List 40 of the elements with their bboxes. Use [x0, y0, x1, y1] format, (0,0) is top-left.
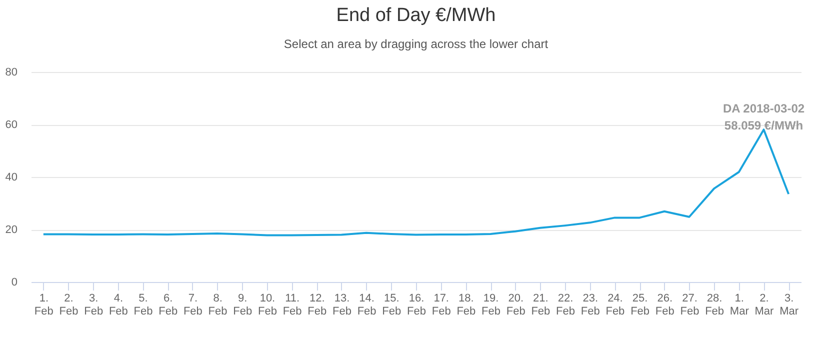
line-series — [42, 128, 790, 236]
x-tick-label: 14. Feb — [357, 292, 376, 318]
x-tick-label: 10. Feb — [258, 292, 277, 318]
x-tick-label: 5. Feb — [134, 292, 153, 318]
x-tick-label: 4. Feb — [108, 292, 128, 318]
y-tick-label: 0 — [11, 276, 18, 288]
x-tick-label: 28. Feb — [705, 292, 724, 318]
x-tick-label: 15. Feb — [382, 292, 402, 318]
x-tick-label: 2. Mar — [754, 292, 774, 318]
y-tick-label: 20 — [5, 224, 18, 236]
x-tick-label: 13. Feb — [332, 292, 352, 318]
x-tick-label: 9. Feb — [233, 292, 252, 318]
x-tick-label: 21. Feb — [531, 292, 550, 318]
x-tick-label: 11. Feb — [282, 292, 302, 318]
chart-subtitle: Select an area by dragging across the lower chart — [284, 37, 549, 51]
chart-title: End of Day €/MWh — [336, 5, 496, 26]
x-tick-label: 1. Mar — [730, 292, 750, 318]
x-tick-label: 20. Feb — [506, 292, 526, 318]
x-tick-label: 8. Feb — [208, 292, 228, 318]
x-tick-label: 24. Feb — [606, 292, 625, 318]
x-tick-label: 22. Feb — [556, 292, 576, 318]
x-tick-label: 16. Feb — [407, 292, 426, 318]
x-tick-label: 17. Feb — [432, 292, 451, 318]
x-tick-label: 1. Feb — [34, 292, 54, 318]
x-tick-label: 27. Feb — [680, 292, 700, 318]
x-tick-label: 26. Feb — [655, 292, 674, 318]
annotation: DA 2018-03-02 58.059 €/MWh — [722, 102, 805, 133]
x-tick-label: 3. Mar — [780, 292, 799, 318]
x-tick-label: 12. Feb — [308, 292, 327, 318]
x-tick-label: 3. Feb — [84, 292, 104, 318]
x-tick-label: 7. Feb — [183, 292, 202, 318]
x-tick-label: 23. Feb — [580, 292, 600, 318]
y-tick-label: 40 — [5, 172, 18, 184]
x-tick-label: 18. Feb — [456, 292, 476, 318]
x-tick-label: 25. Feb — [630, 292, 650, 318]
x-tick-label: 6. Feb — [158, 292, 178, 318]
y-tick-label: 60 — [5, 119, 18, 131]
x-tick-label: 2. Feb — [59, 292, 78, 318]
y-tick-label: 80 — [5, 66, 18, 78]
x-tick-label: 19. Feb — [482, 292, 500, 318]
